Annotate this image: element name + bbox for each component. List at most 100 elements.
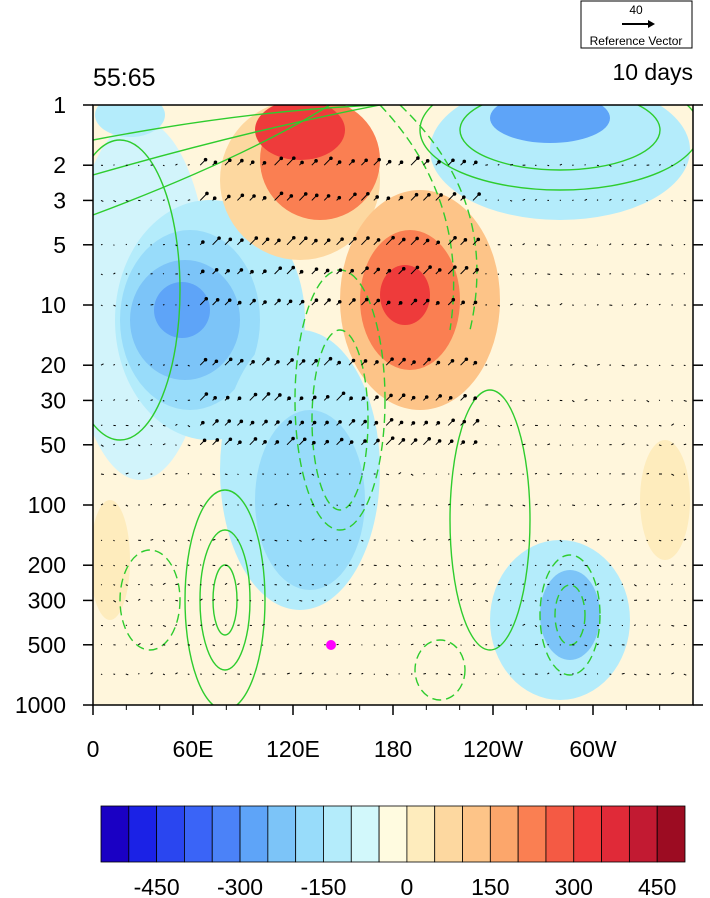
colorbar-cell xyxy=(267,805,297,863)
vector-arrow xyxy=(596,504,600,507)
vector-arrow xyxy=(671,624,675,627)
vector-head xyxy=(399,195,404,200)
vector-arrow xyxy=(510,199,513,202)
vector-head xyxy=(252,194,256,198)
vector-arrow xyxy=(100,564,103,567)
vector-arrow xyxy=(509,624,512,626)
vector-arrow xyxy=(398,584,401,586)
vector-arrow xyxy=(423,538,426,541)
vector-head xyxy=(213,160,218,165)
vector-arrow xyxy=(385,673,389,676)
vector-arrow xyxy=(175,244,178,247)
vector-head xyxy=(312,395,317,400)
vector-head xyxy=(240,238,244,242)
vector-arrow xyxy=(187,424,191,428)
vector-arrow xyxy=(137,164,140,167)
vector-arrow xyxy=(100,444,104,447)
vector-arrow xyxy=(596,583,600,586)
vector-arrow xyxy=(658,503,661,506)
vector-head xyxy=(214,359,219,364)
vector-arrow xyxy=(522,583,525,586)
colorbar-cell xyxy=(211,805,241,863)
vector-head xyxy=(228,437,233,442)
vector-arrow xyxy=(510,473,513,475)
vector-arrow xyxy=(274,673,276,676)
vector-head xyxy=(304,236,308,240)
vector-arrow xyxy=(621,503,625,506)
vector-arrow xyxy=(547,624,550,627)
colorbar-cell xyxy=(156,805,185,863)
vector-arrow xyxy=(571,363,575,366)
vector-arrow xyxy=(671,244,674,246)
vector-head xyxy=(413,438,418,442)
vector-head xyxy=(463,238,468,242)
vector-head xyxy=(436,360,441,365)
colorbar-tick-label: -450 xyxy=(134,874,180,898)
vector-arrow xyxy=(423,472,425,475)
vector-head xyxy=(240,193,245,198)
vector-arrow xyxy=(547,164,550,167)
vector-arrow xyxy=(435,644,439,647)
vector-arrow xyxy=(137,598,141,601)
x-tick-label: 0 xyxy=(87,736,100,762)
y-tick-label: 2 xyxy=(53,152,66,178)
vector-arrow xyxy=(584,644,588,647)
vector-head xyxy=(401,237,406,242)
vector-arrow xyxy=(621,672,625,675)
colorbar-cell xyxy=(656,805,686,863)
vector-head xyxy=(228,158,232,163)
colorbar-tick-label: -300 xyxy=(217,874,263,898)
vector-arrow xyxy=(175,503,178,506)
vector-arrow xyxy=(385,583,388,586)
vector-arrow xyxy=(125,673,129,676)
vector-arrow xyxy=(509,583,512,586)
vector-arrow xyxy=(522,644,525,646)
vector-head xyxy=(427,192,431,197)
vector-arrow xyxy=(485,399,488,402)
vector-arrow xyxy=(162,673,165,676)
vector-head xyxy=(424,420,429,425)
vector-head xyxy=(461,300,465,305)
vector-head xyxy=(363,359,368,363)
vector-arrow xyxy=(671,199,674,202)
vector-arrow xyxy=(596,538,600,541)
colorbar-labels: -450 -300 -150 0 150 300 450 xyxy=(134,874,677,898)
vector-arrow xyxy=(447,599,450,601)
vector-head xyxy=(251,359,255,364)
vector-arrow xyxy=(509,504,514,507)
vector-head xyxy=(212,196,217,201)
vector-arrow xyxy=(237,473,239,476)
vector-arrow xyxy=(125,399,128,401)
vector-arrow xyxy=(510,644,513,647)
vector-arrow xyxy=(137,400,140,402)
vector-head xyxy=(291,265,296,270)
vector-head xyxy=(453,235,457,240)
vector-arrow xyxy=(299,599,303,602)
vector-arrow xyxy=(150,672,154,675)
vector-arrow xyxy=(125,243,128,246)
vector-arrow xyxy=(224,582,228,586)
vector-head xyxy=(436,420,441,425)
vector-arrow xyxy=(634,424,638,427)
vector-head xyxy=(390,357,394,361)
vector-arrow xyxy=(274,564,277,566)
vector-arrow xyxy=(497,199,500,201)
vector-arrow xyxy=(534,584,537,586)
vector-arrow xyxy=(361,672,364,675)
vector-arrow xyxy=(224,538,228,541)
colorbar-cell xyxy=(573,805,602,863)
vector-arrow xyxy=(274,539,278,542)
vector-arrow xyxy=(534,272,537,275)
vector-arrow xyxy=(497,399,501,403)
x-tick-label: 180 xyxy=(374,736,412,762)
vector-arrow xyxy=(361,599,364,602)
vector-arrow xyxy=(162,399,165,402)
vector-arrow xyxy=(522,599,525,602)
vector-arrow xyxy=(162,624,166,627)
y-tick-label: 300 xyxy=(28,587,66,613)
vector-arrow xyxy=(150,538,154,541)
vector-arrow xyxy=(634,624,636,626)
vector-arrow xyxy=(113,504,117,507)
vector-arrow xyxy=(199,643,202,646)
vector-arrow xyxy=(175,423,178,426)
